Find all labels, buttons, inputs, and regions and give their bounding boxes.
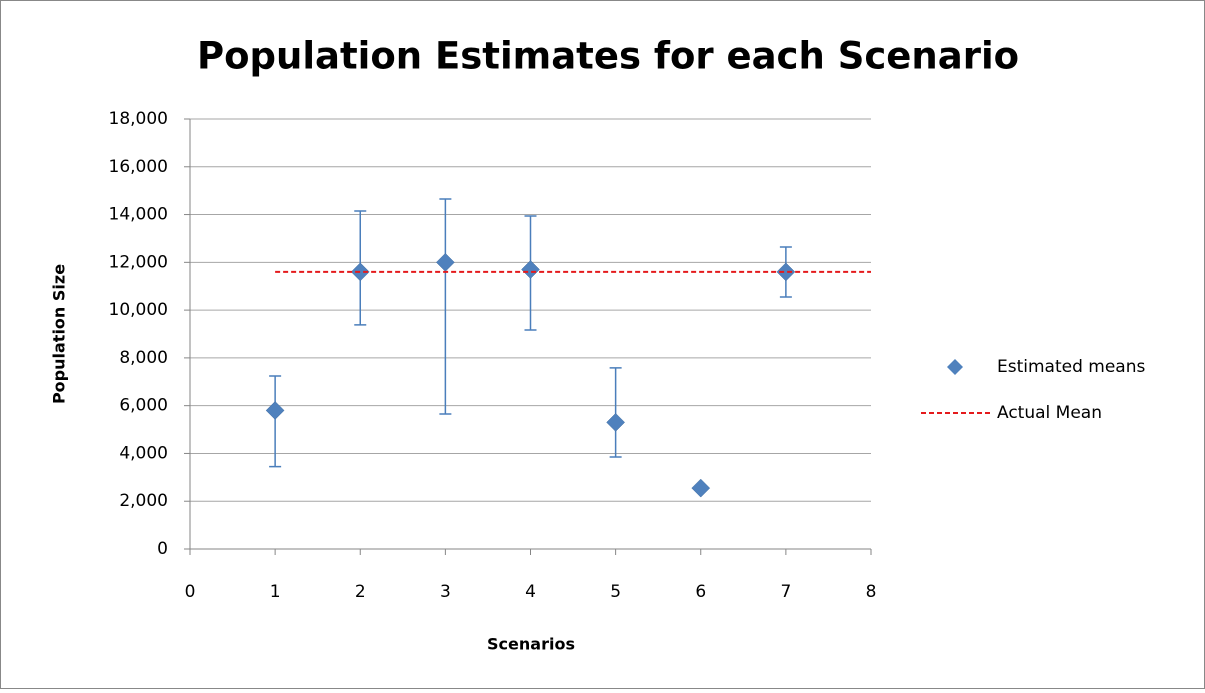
data-point [350, 262, 370, 282]
y-tick-label: 8,000 [119, 348, 168, 368]
y-tick-label: 14,000 [109, 205, 168, 225]
error-bar [609, 367, 622, 458]
data-point [691, 478, 711, 498]
y-tick-label: 12,000 [109, 252, 168, 272]
x-tick-label: 8 [866, 582, 877, 602]
x-tick-label: 3 [440, 582, 451, 602]
y-tick-label: 18,000 [109, 109, 168, 129]
x-tick-label: 7 [780, 582, 791, 602]
x-tick-label: 6 [695, 582, 706, 602]
y-tick-label: 0 [157, 539, 168, 559]
data-point [776, 262, 796, 282]
chart-title: Population Estimates for each Scenario [197, 35, 1019, 78]
data-point [521, 260, 540, 279]
x-tick-label: 1 [270, 582, 281, 602]
legend-label: Actual Mean [997, 403, 1102, 423]
x-axis-title: Scenarios [487, 635, 575, 654]
error-bar [269, 375, 282, 468]
legend-swatch [947, 359, 963, 375]
y-tick-label: 10,000 [109, 300, 168, 320]
y-axis-title: Population Size [50, 264, 69, 404]
y-tick-label: 4,000 [119, 443, 168, 463]
x-tick-label: 5 [610, 582, 621, 602]
y-tick-label: 16,000 [109, 157, 168, 177]
data-point [265, 401, 285, 420]
legend-label: Estimated means [997, 357, 1145, 377]
x-tick-label: 2 [355, 582, 366, 602]
x-tick-label: 4 [525, 582, 536, 602]
x-tick-label: 0 [185, 582, 196, 602]
error-bar [439, 198, 452, 415]
y-tick-label: 2,000 [119, 491, 168, 511]
y-tick-label: 6,000 [119, 396, 168, 416]
data-point [606, 413, 625, 432]
